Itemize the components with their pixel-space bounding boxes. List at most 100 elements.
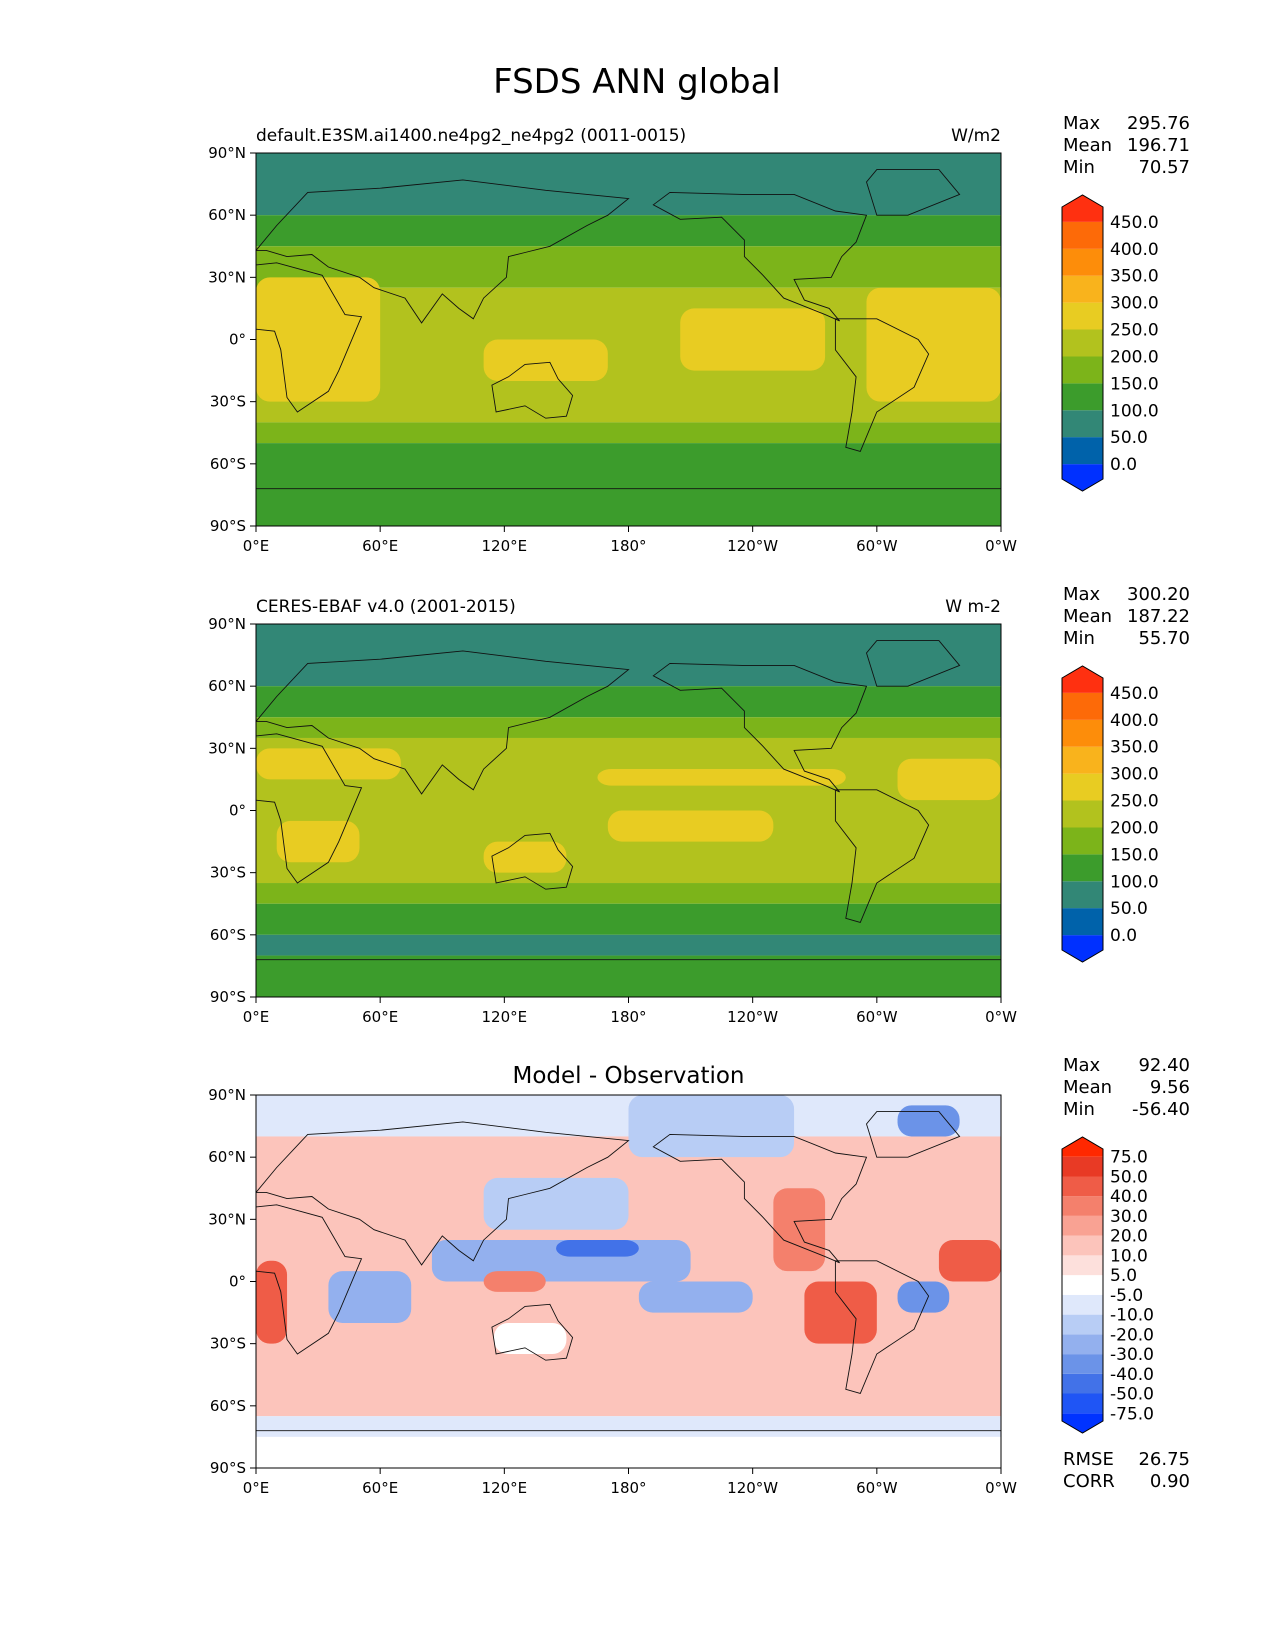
panel-3: 0°E 60°E 120°E 180° 120°W 60°W 0°W 90°N 60°N 30°N… [208,1055,1190,1497]
map-patch [866,287,1001,402]
y-tick-label: 0° [229,802,246,820]
x-tick-label: 0°W [985,1008,1017,1026]
colorbar-label: 300.0 [1110,294,1159,314]
x-tick-label: 60°W [856,1479,898,1497]
colorbar-label: 400.0 [1110,711,1159,731]
colorbar-label: 350.0 [1110,738,1159,758]
colorbar-swatch [1062,356,1103,384]
y-tick-label: 60°S [210,926,246,944]
coastline [652,191,868,322]
colorbar-label: 200.0 [1110,818,1159,838]
y-tick-label: 30°S [210,864,246,882]
stat-value: 9.56 [1150,1077,1190,1098]
map-band [256,717,1001,738]
colorbar-label: -30.0 [1110,1345,1154,1365]
map-band [256,934,1001,956]
colorbar-label: -50.0 [1110,1385,1154,1405]
coastline [834,318,930,452]
panel-units: W/m2 [951,126,1001,146]
stat-value: 300.20 [1127,584,1190,605]
coastline [256,733,363,884]
colorbar-label: 5.0 [1110,1266,1137,1286]
colorbar-swatch [1062,800,1103,828]
stat-label: Max [1063,113,1101,134]
coastline [491,1303,574,1361]
map-patch [773,1188,826,1272]
coastline [256,262,363,413]
y-tick-label: 90°S [210,517,246,535]
colorbar-label: -10.0 [1110,1306,1154,1326]
stat-value: 196.71 [1127,135,1190,156]
colorbar-swatch [1062,248,1103,276]
map-patch [638,1281,753,1313]
x-tick-label: 0°E [243,1008,270,1026]
panel-units: W m-2 [945,597,1001,617]
coastline [865,1111,961,1158]
y-tick-label: 30°S [210,1335,246,1353]
colorbar-swatch [1062,1314,1103,1335]
coastline [256,1204,363,1355]
colorbar-swatch [1062,692,1103,720]
map-patch [276,820,360,863]
colorbar-label: 400.0 [1110,240,1159,260]
map-patch [804,1281,877,1344]
colorbar-swatch [1062,935,1103,962]
y-tick-label: 90°N [208,144,246,162]
colorbar-label: 50.0 [1110,899,1148,919]
colorbar-swatch [1062,1137,1103,1157]
colorbar-swatch [1062,1156,1103,1177]
y-tick-label: 60°S [210,455,246,473]
stat-label: Mean [1063,606,1112,627]
colorbar-label: 450.0 [1110,213,1159,233]
x-tick-label: 120°W [727,1479,778,1497]
colorbar-label: 300.0 [1110,765,1159,785]
corr-label: CORR [1063,1471,1115,1492]
map-band [256,1416,1001,1437]
y-tick-label: 30°N [208,739,246,757]
coastline [865,640,961,687]
colorbar-swatch [1062,221,1103,249]
stat-label: Mean [1063,1077,1112,1098]
map-patch [597,769,846,786]
colorbar-label: 30.0 [1110,1207,1148,1227]
colorbar-swatch [1062,1373,1103,1394]
stat-label: Min [1063,1099,1095,1120]
x-tick-label: 120°E [482,537,528,555]
colorbar-swatch [1062,908,1103,936]
x-tick-label: 120°E [482,1008,528,1026]
panel-title-left: CERES-EBAF v4.0 (2001-2015) [256,597,516,617]
map-band [256,443,1001,526]
map-patch [256,1260,288,1344]
y-tick-label: 0° [229,1273,246,1291]
map-patch [328,1271,412,1323]
stat-label: Min [1063,157,1095,178]
x-tick-label: 60°W [856,1008,898,1026]
colorbar-swatch [1062,1275,1103,1295]
colorbar-label: 150.0 [1110,374,1159,394]
colorbar-swatch [1062,1215,1103,1236]
y-tick-label: 30°S [210,393,246,411]
colorbar-label: 40.0 [1110,1187,1148,1207]
map-band [256,1436,1001,1468]
colorbar-swatch [1062,854,1103,882]
map-band [256,883,1001,904]
colorbar-label: -20.0 [1110,1325,1154,1345]
colorbar-outline [1061,665,1104,963]
colorbar-swatch [1062,773,1103,801]
y-tick-label: 60°S [210,1397,246,1415]
map-band [256,624,1001,687]
y-tick-label: 90°N [208,615,246,633]
map-patch [256,748,401,780]
colorbar-label: -75.0 [1110,1404,1154,1424]
colorbar-swatch [1062,410,1103,438]
rmse-value: 26.75 [1138,1449,1190,1470]
corr-value: 0.90 [1150,1471,1190,1492]
colorbar-swatch [1062,881,1103,909]
colorbar-swatch [1062,746,1103,774]
x-tick-label: 0°W [985,1479,1017,1497]
colorbar-swatch [1062,1176,1103,1197]
coastline [652,662,868,793]
y-tick-label: 60°N [208,677,246,695]
colorbar-label: 50.0 [1110,1167,1148,1187]
map-patch [607,810,774,842]
